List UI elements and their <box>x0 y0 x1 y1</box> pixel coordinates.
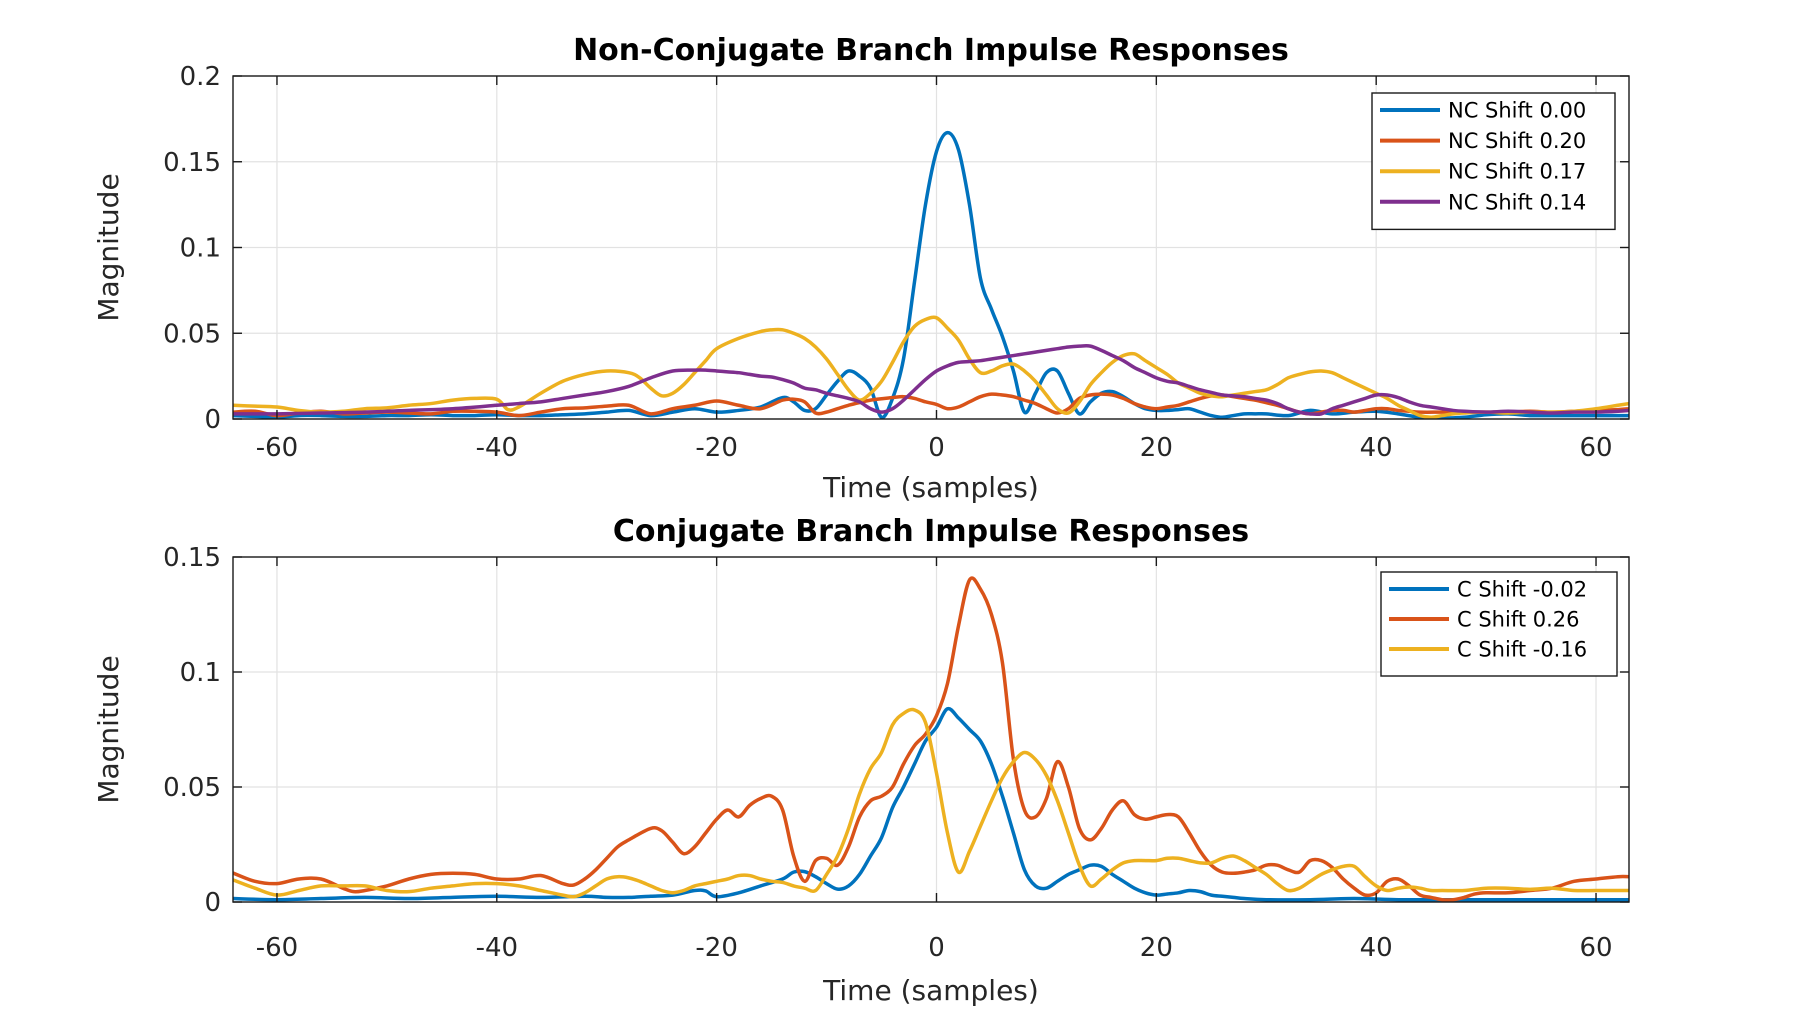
chart-title: Non-Conjugate Branch Impulse Responses <box>573 33 1289 68</box>
x-axis-label: Time (samples) <box>822 974 1039 1007</box>
legend: NC Shift 0.00 NC Shift 0.20 NC Shift 0.17 N… <box>1371 92 1616 231</box>
x-tick-label: 0 <box>928 433 945 463</box>
y-tick-label: 0.05 <box>163 319 221 349</box>
series-line-c-shift--0.02 <box>233 706 1629 902</box>
y-axis-label: Magnitude <box>92 173 125 321</box>
x-tick-label: 20 <box>1140 433 1173 463</box>
x-tick-label: -40 <box>476 933 518 963</box>
series-line-nc-shift-0.17 <box>233 315 1629 419</box>
series-line-nc-shift-0.00 <box>233 130 1629 419</box>
y-tick-label: 0.05 <box>163 773 221 803</box>
x-tick-label: 60 <box>1579 433 1612 463</box>
x-tick-label: -60 <box>256 933 298 963</box>
y-axis-label: Magnitude <box>92 655 125 803</box>
y-tick-label: 0.2 <box>180 62 221 92</box>
plot-area <box>233 130 1629 419</box>
y-tick-label: 0 <box>204 405 221 435</box>
legend-label-nc-shift-0.17: NC Shift 0.17 <box>1448 160 1586 184</box>
plot-area <box>233 576 1629 902</box>
series-line-nc-shift-0.14 <box>233 344 1629 417</box>
axes-border <box>232 556 1630 903</box>
legend: C Shift -0.02 C Shift 0.26 C Shift -0.16 <box>1380 571 1618 677</box>
series-line-c-shift--0.16 <box>233 707 1629 899</box>
x-tick-label: 20 <box>1140 933 1173 963</box>
x-tick-label: -20 <box>695 933 737 963</box>
series-line-nc-shift-0.20 <box>233 392 1629 418</box>
legend-label-c-shift--0.16: C Shift -0.16 <box>1457 638 1587 662</box>
legend-label-nc-shift-0.00: NC Shift 0.00 <box>1448 99 1586 123</box>
y-tick-label: 0.15 <box>163 148 221 178</box>
x-axis-label: Time (samples) <box>822 471 1039 504</box>
chart-title: Conjugate Branch Impulse Responses <box>613 514 1249 549</box>
y-tick-label: 0.15 <box>163 543 221 573</box>
y-tick-label: 0 <box>204 888 221 918</box>
legend-box <box>1371 92 1616 231</box>
x-tick-label: -60 <box>256 433 298 463</box>
x-tick-label: 0 <box>928 933 945 963</box>
y-tick-label: 0.1 <box>180 658 221 688</box>
axes-conjugate: -60 -40 -20 0 20 40 60 0 0.05 0.1 0.15 Conjugate Br… <box>92 514 1630 1007</box>
x-tick-label: -40 <box>476 433 518 463</box>
x-tick-label: 40 <box>1360 933 1393 963</box>
legend-label-nc-shift-0.20: NC Shift 0.20 <box>1448 129 1586 153</box>
x-tick-label: 60 <box>1579 933 1612 963</box>
legend-label-c-shift-0.26: C Shift 0.26 <box>1457 608 1580 632</box>
axes-non-conjugate: -60 -40 -20 0 20 40 60 0 0.05 0.1 0.15 0.2 Non-Conju… <box>92 33 1630 504</box>
x-tick-label: -20 <box>695 433 737 463</box>
legend-label-nc-shift-0.14: NC Shift 0.14 <box>1448 190 1586 214</box>
series-line-c-shift-0.26 <box>233 576 1629 902</box>
y-tick-label: 0.1 <box>180 234 221 264</box>
legend-label-c-shift--0.02: C Shift -0.02 <box>1457 578 1587 602</box>
x-tick-label: 40 <box>1360 433 1393 463</box>
